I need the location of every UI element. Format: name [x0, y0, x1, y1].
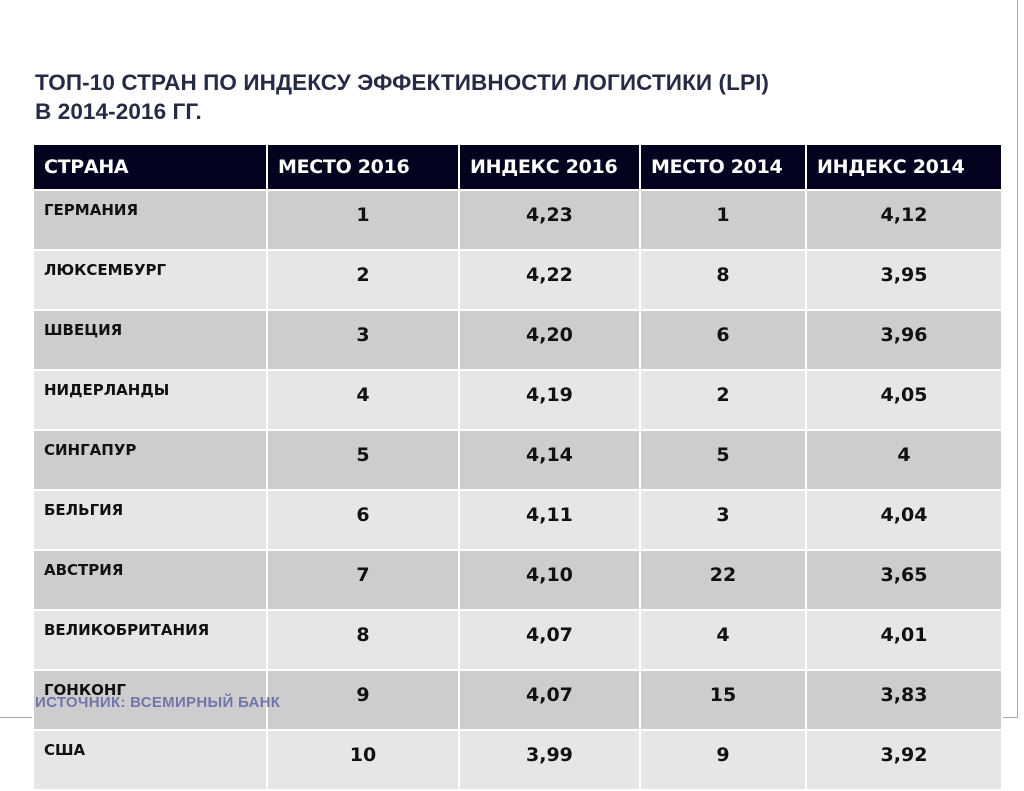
table-row: НИДЕРЛАНДЫ 4 4,19 2 4,05 — [32, 369, 1003, 431]
cell-country: СИНГАПУР — [32, 429, 268, 491]
cell-index-2014: 3,96 — [805, 309, 1003, 371]
cell-index-2014: 4 — [805, 429, 1003, 491]
cell-rank-2016: 2 — [266, 249, 460, 311]
cell-country: БЕЛЬГИЯ — [32, 489, 268, 551]
cell-index-2016: 3,99 — [458, 729, 641, 791]
cell-rank-2016: 3 — [266, 309, 460, 371]
cell-index-2016: 4,11 — [458, 489, 641, 551]
table-row: США 10 3,99 9 3,92 — [32, 729, 1003, 791]
cell-index-2016: 4,20 — [458, 309, 641, 371]
table-row: ВЕЛИКОБРИТАНИЯ 8 4,07 4 4,01 — [32, 609, 1003, 671]
cell-country: ГОНКОНГ — [32, 669, 268, 731]
cell-rank-2014: 5 — [639, 429, 807, 491]
cell-country: АВСТРИЯ — [32, 549, 268, 611]
cell-rank-2016: 10 — [266, 729, 460, 791]
cell-index-2016: 4,19 — [458, 369, 641, 431]
cell-rank-2016: 5 — [266, 429, 460, 491]
cell-rank-2014: 22 — [639, 549, 807, 611]
cell-rank-2014: 1 — [639, 189, 807, 251]
table-row: СИНГАПУР 5 4,14 5 4 — [32, 429, 1003, 491]
cell-rank-2016: 6 — [266, 489, 460, 551]
header-index-2016: ИНДЕКС 2016 — [458, 143, 641, 191]
table-row: ШВЕЦИЯ 3 4,20 6 3,96 — [32, 309, 1003, 371]
source-note: ИСТОЧНИК: ВСЕМИРНЫЙ БАНК — [35, 694, 281, 711]
cell-index-2016: 4,10 — [458, 549, 641, 611]
cell-index-2014: 3,65 — [805, 549, 1003, 611]
cell-index-2014: 4,04 — [805, 489, 1003, 551]
cell-index-2014: 4,01 — [805, 609, 1003, 671]
table-row: БЕЛЬГИЯ 6 4,11 3 4,04 — [32, 489, 1003, 551]
cell-index-2014: 4,12 — [805, 189, 1003, 251]
table-row: ЛЮКСЕМБУРГ 2 4,22 8 3,95 — [32, 249, 1003, 311]
cell-index-2014: 4,05 — [805, 369, 1003, 431]
cell-index-2016: 4,14 — [458, 429, 641, 491]
cell-country: ШВЕЦИЯ — [32, 309, 268, 371]
table-row: АВСТРИЯ 7 4,10 22 3,65 — [32, 549, 1003, 611]
table-header-row: СТРАНА МЕСТО 2016 ИНДЕКС 2016 МЕСТО 2014… — [32, 143, 1003, 191]
cell-index-2014: 3,83 — [805, 669, 1003, 731]
lpi-table: СТРАНА МЕСТО 2016 ИНДЕКС 2016 МЕСТО 2014… — [32, 143, 1003, 791]
cell-index-2014: 3,92 — [805, 729, 1003, 791]
cell-rank-2014: 2 — [639, 369, 807, 431]
cell-country: ЛЮКСЕМБУРГ — [32, 249, 268, 311]
cell-rank-2014: 8 — [639, 249, 807, 311]
cell-index-2016: 4,23 — [458, 189, 641, 251]
table-row: ГОНКОНГ 9 4,07 15 3,83 — [32, 669, 1003, 731]
cell-rank-2016: 1 — [266, 189, 460, 251]
slide-title: ТОП-10 СТРАН ПО ИНДЕКСУ ЭФФЕКТИВНОСТИ ЛО… — [35, 68, 975, 126]
cell-index-2014: 3,95 — [805, 249, 1003, 311]
cell-rank-2016: 7 — [266, 549, 460, 611]
cell-country: НИДЕРЛАНДЫ — [32, 369, 268, 431]
cell-rank-2016: 9 — [266, 669, 460, 731]
cell-country: ВЕЛИКОБРИТАНИЯ — [32, 609, 268, 671]
cell-rank-2016: 4 — [266, 369, 460, 431]
cell-rank-2016: 8 — [266, 609, 460, 671]
cell-country: США — [32, 729, 268, 791]
header-index-2014: ИНДЕКС 2014 — [805, 143, 1003, 191]
header-rank-2016: МЕСТО 2016 — [266, 143, 460, 191]
title-line-1: ТОП-10 СТРАН ПО ИНДЕКСУ ЭФФЕКТИВНОСТИ ЛО… — [35, 70, 770, 95]
header-rank-2014: МЕСТО 2014 — [639, 143, 807, 191]
cell-rank-2014: 15 — [639, 669, 807, 731]
cell-rank-2014: 9 — [639, 729, 807, 791]
cell-rank-2014: 6 — [639, 309, 807, 371]
header-country: СТРАНА — [32, 143, 268, 191]
cell-country: ГЕРМАНИЯ — [32, 189, 268, 251]
cell-rank-2014: 4 — [639, 609, 807, 671]
cell-index-2016: 4,07 — [458, 669, 641, 731]
table-row: ГЕРМАНИЯ 1 4,23 1 4,12 — [32, 189, 1003, 251]
cell-index-2016: 4,07 — [458, 609, 641, 671]
title-line-2: В 2014-2016 ГГ. — [35, 99, 202, 124]
cell-index-2016: 4,22 — [458, 249, 641, 311]
cell-rank-2014: 3 — [639, 489, 807, 551]
